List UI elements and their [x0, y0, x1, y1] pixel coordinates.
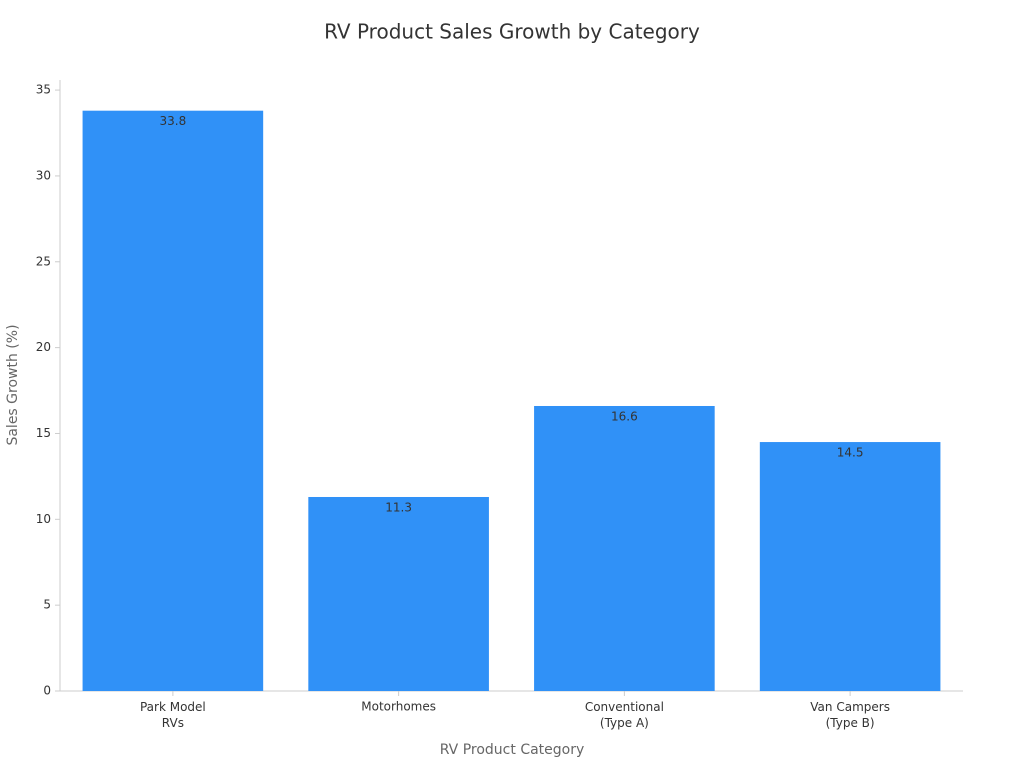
bar: [759, 442, 941, 691]
bar: [308, 496, 489, 691]
bar: [534, 405, 715, 691]
x-tick-label: Conventional (Type A): [585, 700, 664, 730]
y-tick-label: 20: [36, 340, 51, 354]
value-label: 11.3: [385, 500, 412, 514]
y-tick-label: 10: [36, 512, 51, 526]
y-tick-label: 5: [43, 598, 51, 612]
bar: [82, 110, 264, 692]
value-label: 14.5: [837, 446, 864, 460]
x-tick-label: Park Model RVs: [140, 700, 206, 730]
value-label: 16.6: [611, 409, 638, 423]
y-tick-label: 30: [36, 168, 51, 182]
chart-title: RV Product Sales Growth by Category: [324, 20, 700, 44]
y-tick-label: 15: [36, 426, 51, 440]
y-axis-label: Sales Growth (%): [5, 324, 21, 445]
y-tick-label: 0: [43, 684, 51, 698]
value-label: 33.8: [160, 114, 187, 128]
y-tick-label: 25: [36, 254, 51, 268]
x-axis-label: RV Product Category: [440, 742, 585, 758]
x-tick-label: Motorhomes: [361, 700, 436, 714]
x-tick-label: Van Campers (Type B): [810, 700, 890, 730]
y-tick-label: 35: [36, 83, 51, 97]
